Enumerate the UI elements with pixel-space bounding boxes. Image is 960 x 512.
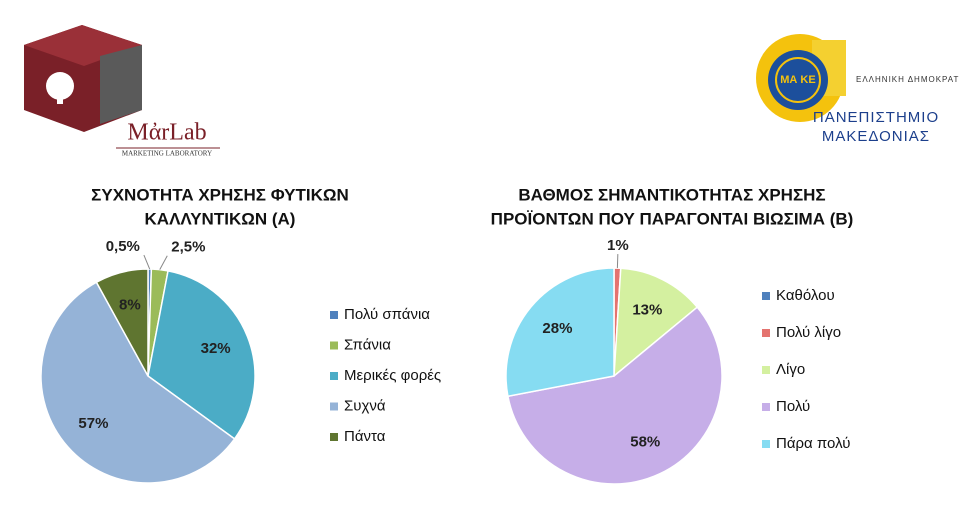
legend-label: Λίγο [776, 361, 805, 378]
logo-side [100, 45, 142, 124]
lab-logo: MἀrLab MARKETING LABORATORY [24, 25, 220, 158]
chart-title: ΒΑΘΜΟΣ ΣΗΜΑΝΤΙΚΟΤΗΤΑΣ ΧΡΗΣΗΣ [518, 185, 825, 204]
legend-label: Πολύ σπάνια [344, 306, 430, 323]
leader-line [143, 254, 151, 270]
legend-swatch [330, 372, 338, 380]
data-label: 13% [632, 302, 662, 319]
pie-slice [507, 306, 723, 485]
legend-swatch [330, 433, 338, 441]
legend-swatch [330, 341, 338, 350]
university-logo: ΜΑ ΚΕ ΕΛΛΗΝΙΚΗ ΔΗΜΟΚΡΑΤΙΑ ΠΑΝΕΠΙΣΤΗΜΙΟ Μ… [756, 34, 960, 145]
chart-title: ΚΑΛΛΥΝΤΙΚΩΝ (Α) [145, 209, 296, 228]
data-label: 57% [78, 415, 108, 432]
legend-swatch [330, 311, 338, 319]
university-name: ΜΑΚΕΔΟΝΙΑΣ [822, 128, 930, 145]
logo-keyhole [46, 72, 74, 100]
data-label: 0,5% [106, 238, 140, 255]
pie-slice [505, 267, 615, 398]
legend-swatch [762, 403, 770, 411]
logo-subtitle: MARKETING LABORATORY [122, 150, 212, 158]
pie-slice [95, 268, 149, 377]
leader-line [159, 255, 168, 270]
chart-title: ΣΥΧΝΟΤΗΤΑ ΧΡΗΣΗΣ ΦΥΤΙΚΩΝ [91, 185, 349, 204]
legend-label: Πολύ [776, 398, 810, 415]
logo-keyhole [57, 88, 63, 104]
legend-swatch [762, 292, 770, 300]
emblem-text: ΜΑ ΚΕ [780, 74, 815, 86]
logo-lid [24, 25, 142, 66]
legend-swatch [330, 402, 338, 411]
legend-swatch [762, 366, 770, 374]
legend-label: Συχνά [344, 397, 386, 414]
data-label: 8% [119, 296, 141, 313]
legend-label: Πάντα [344, 428, 386, 445]
pie-slice [613, 267, 699, 378]
pie-slice [147, 270, 256, 440]
pie-slice [40, 281, 236, 484]
data-label: 2,5% [171, 239, 205, 256]
emblem-ring [775, 57, 821, 103]
data-label: 32% [201, 340, 231, 357]
data-label: 28% [542, 320, 572, 337]
logo-text: MἀrLab [127, 120, 206, 146]
university-name: ΠΑΝΕΠΙΣΤΗΜΙΟ [813, 109, 939, 126]
legend-label: Μερικές φορές [344, 367, 441, 384]
legend-label: Σπάνια [344, 336, 391, 353]
chart-title: ΠΡΟΪΟΝΤΩΝ ΠΟΥ ΠΑΡΑΓΟΝΤΑΙ ΒΙΩΣΙΜΑ (Β) [491, 209, 854, 228]
legend-label: Πολύ λίγο [776, 324, 841, 341]
state-text: ΕΛΛΗΝΙΚΗ ΔΗΜΟΚΡΑΤΙΑ [856, 75, 960, 84]
legend-swatch [762, 440, 770, 448]
data-label: 1% [607, 237, 629, 254]
legend-label: Καθόλου [776, 287, 835, 304]
data-label: 58% [630, 433, 660, 450]
legend-swatch [762, 329, 770, 337]
legend-label: Πάρα πολύ [776, 435, 850, 452]
